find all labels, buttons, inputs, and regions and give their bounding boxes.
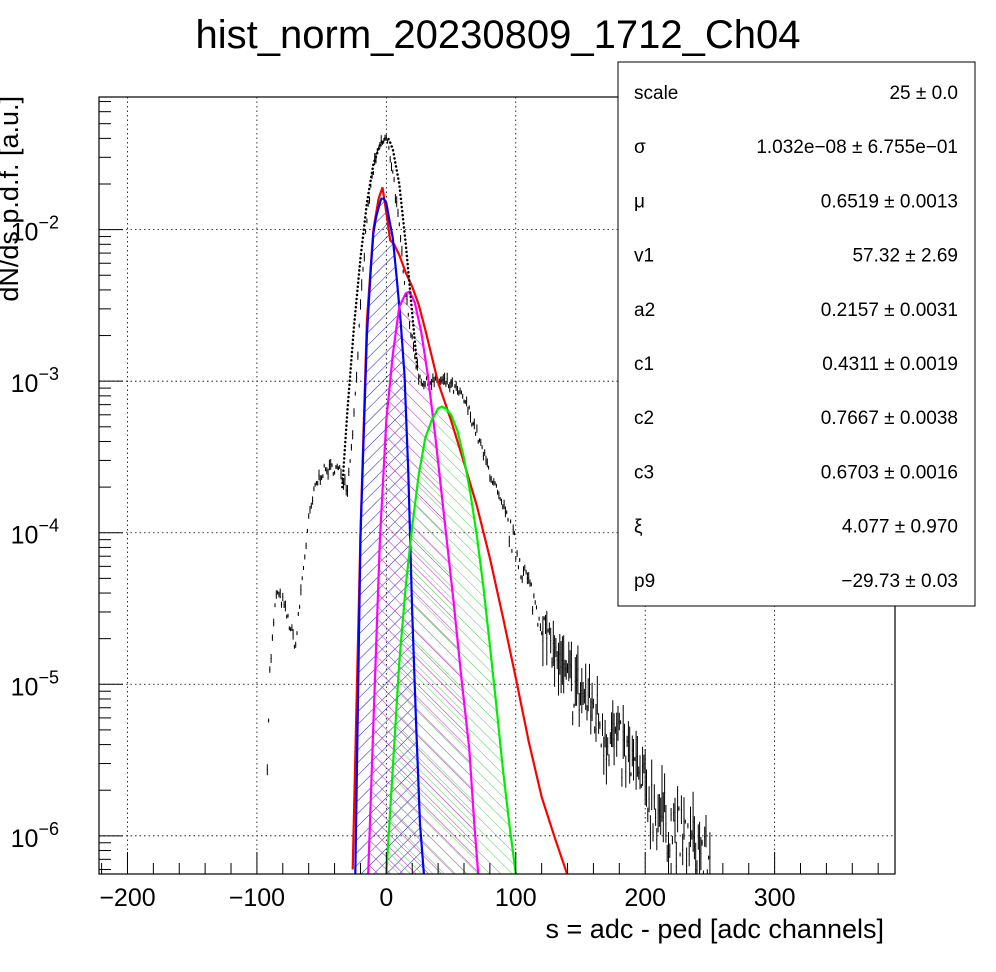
stat-param-value: 0.7667 ± 0.0038 bbox=[821, 408, 958, 429]
stat-param-name: scale bbox=[634, 83, 678, 104]
fit-curve bbox=[385, 405, 517, 874]
fit-curve bbox=[351, 187, 569, 874]
fit-stats-box: scale 25 ± 0.0 σ 1.032e−08 ± 6.755e−01 μ 0.65… bbox=[617, 61, 976, 607]
x-tick-label: −100 bbox=[229, 884, 285, 912]
fit-curve bbox=[354, 197, 425, 874]
y-tick-label: 10−6 bbox=[11, 819, 59, 853]
y-tick-base: 10 bbox=[11, 825, 39, 853]
stat-param-value: 0.4311 ± 0.0019 bbox=[822, 354, 958, 375]
prefit-dotted-curve bbox=[341, 137, 419, 489]
x-tick-label: 0 bbox=[379, 884, 393, 912]
stat-param-value: 0.2157 ± 0.0031 bbox=[821, 300, 958, 321]
stat-param-name: σ bbox=[634, 137, 646, 158]
y-tick-base: 10 bbox=[11, 219, 39, 247]
y-tick-label: 10−5 bbox=[11, 667, 59, 701]
y-tick-exponent: −6 bbox=[38, 819, 59, 839]
stat-param-name: c1 bbox=[634, 354, 654, 375]
stat-param-value: 57.32 ± 2.69 bbox=[852, 246, 958, 267]
y-tick-exponent: −5 bbox=[38, 667, 59, 687]
x-tick-label: 300 bbox=[754, 884, 796, 912]
chart-title: hist_norm_20230809_1712_Ch04 bbox=[196, 13, 801, 57]
stat-param-value: −29.73 ± 0.03 bbox=[841, 571, 958, 592]
y-tick-base: 10 bbox=[11, 370, 39, 398]
stat-param-name: a2 bbox=[634, 300, 655, 321]
y-tick-exponent: −2 bbox=[38, 213, 59, 233]
stat-param-value: 25 ± 0.0 bbox=[889, 83, 958, 104]
stat-param-name: c3 bbox=[634, 462, 654, 483]
x-tick-label: −200 bbox=[99, 884, 155, 912]
y-tick-base: 10 bbox=[11, 673, 39, 701]
y-tick-label: 10−4 bbox=[11, 516, 59, 550]
stat-param-name: ξ bbox=[634, 517, 643, 538]
y-tick-label: 10−3 bbox=[11, 364, 59, 398]
y-axis-label: dN/ds p.d.f. [a.u.] bbox=[0, 96, 24, 302]
stat-param-value: 1.032e−08 ± 6.755e−01 bbox=[756, 137, 958, 158]
fit-component-fill bbox=[386, 406, 516, 874]
x-axis-label: s = adc - ped [adc channels] bbox=[546, 914, 884, 944]
plot-series bbox=[266, 134, 711, 874]
stat-param-name: c2 bbox=[634, 408, 654, 429]
y-tick-exponent: −3 bbox=[38, 364, 59, 384]
stat-param-value: 0.6703 ± 0.0016 bbox=[821, 462, 958, 483]
stat-param-name: p9 bbox=[634, 571, 655, 592]
stats-box-frame bbox=[617, 61, 976, 607]
y-tick-label: 10−2 bbox=[11, 213, 59, 247]
x-tick-label: 200 bbox=[624, 884, 666, 912]
fit-curve bbox=[367, 290, 480, 874]
stat-param-name: v1 bbox=[634, 246, 654, 267]
y-tick-exponent: −4 bbox=[38, 516, 59, 536]
data-histogram bbox=[266, 134, 711, 874]
x-tick-label: 100 bbox=[495, 884, 537, 912]
stat-param-value: 4.077 ± 0.970 bbox=[842, 517, 958, 538]
stat-param-value: 0.6519 ± 0.0013 bbox=[821, 191, 958, 212]
stat-param-name: μ bbox=[634, 191, 645, 212]
y-tick-base: 10 bbox=[11, 522, 39, 550]
